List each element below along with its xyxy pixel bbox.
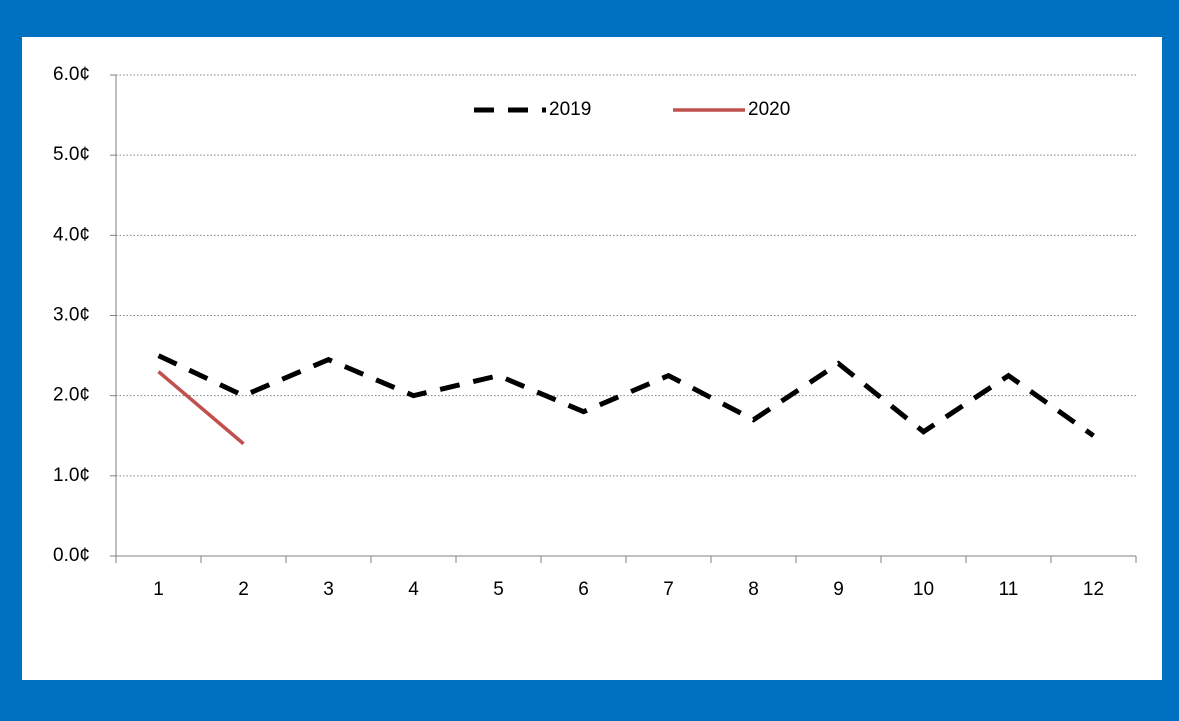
x-tick-label: 12	[1083, 579, 1104, 600]
x-tick-label: 6	[578, 579, 589, 600]
x-tick-label: 7	[663, 579, 674, 600]
y-tick-label: 2.0¢	[53, 385, 90, 406]
series-line	[157, 353, 1095, 438]
y-tick-label: 6.0¢	[53, 64, 90, 85]
x-tick-label: 3	[323, 579, 334, 600]
legend-label: 2020	[748, 99, 790, 120]
x-tick-label: 10	[913, 579, 934, 600]
x-tick-label: 1	[153, 579, 164, 600]
x-tick-label: 9	[833, 579, 844, 600]
y-tick-label: 3.0¢	[53, 305, 90, 326]
y-tick-label: 4.0¢	[53, 224, 90, 245]
x-tick-label: 4	[408, 579, 419, 600]
x-tick-label: 8	[748, 579, 759, 600]
y-tick-label: 1.0¢	[53, 465, 90, 486]
chart-area	[22, 37, 1162, 680]
legend-label: 2019	[549, 99, 591, 120]
y-tick-label: 0.0¢	[53, 545, 90, 566]
x-tick-label: 2	[238, 579, 249, 600]
x-tick-label: 11	[999, 579, 1019, 600]
series-line	[157, 370, 245, 446]
x-tick-label: 5	[493, 579, 504, 600]
y-tick-label: 5.0¢	[53, 144, 90, 165]
